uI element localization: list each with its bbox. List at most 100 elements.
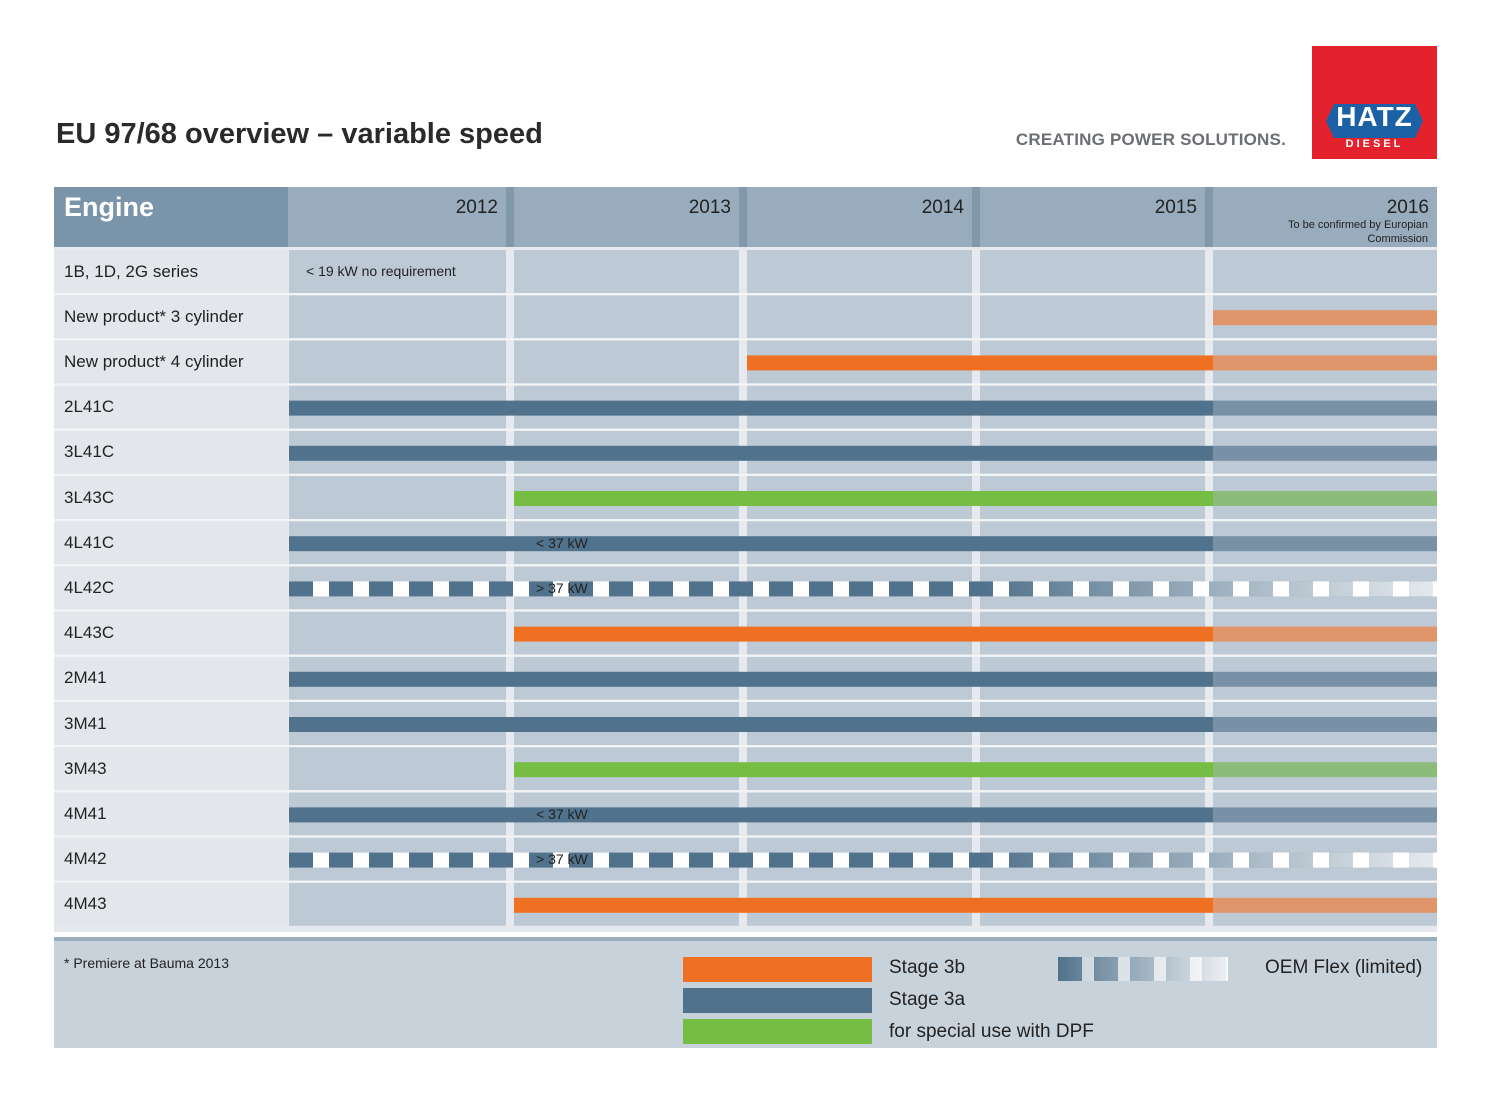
bar-new-product-3-cylinder-0-projected bbox=[1213, 310, 1437, 326]
oem-segment bbox=[729, 852, 753, 868]
oem-gap bbox=[353, 581, 369, 597]
bar-2l41c-0-projected bbox=[1213, 400, 1437, 416]
year-2016-note: To be confirmed by Europian Commission bbox=[1287, 219, 1428, 245]
row-label-cell bbox=[54, 250, 288, 293]
bar-label-6: < 37 kW bbox=[536, 534, 588, 551]
hatz-logo: HATZ DIESEL bbox=[1312, 46, 1437, 159]
oem-segment bbox=[489, 852, 513, 868]
oem-gap bbox=[673, 852, 689, 868]
oem-fade bbox=[980, 581, 1437, 597]
logo-text: HATZ bbox=[1336, 101, 1413, 132]
oem-gap bbox=[393, 852, 409, 868]
bar-3l41c-0-projected bbox=[1213, 445, 1437, 461]
oem-gap bbox=[593, 581, 609, 597]
bar-3m41-0 bbox=[289, 717, 1213, 732]
bar-4m42-0 bbox=[289, 852, 1437, 868]
row-label-cell bbox=[54, 747, 288, 791]
tagline: CREATING POWER SOLUTIONS. bbox=[1015, 130, 1286, 149]
oem-segment bbox=[569, 852, 593, 868]
row-divider bbox=[54, 654, 1437, 657]
engine-label-8: 4L43C bbox=[64, 623, 115, 643]
engine-label-4: 3L41C bbox=[64, 442, 115, 462]
oem-gap bbox=[313, 581, 329, 597]
oem-fade bbox=[980, 852, 1437, 868]
oem-gap bbox=[713, 852, 729, 868]
year-separator bbox=[739, 187, 747, 247]
row-divider bbox=[54, 835, 1437, 838]
oem-segment bbox=[449, 852, 473, 868]
row-divider bbox=[54, 699, 1437, 702]
engine-label-1: New product* 3 cylinder bbox=[64, 306, 244, 326]
oem-segment bbox=[849, 581, 873, 597]
row-label-cell bbox=[54, 611, 288, 655]
oem-gap bbox=[833, 581, 849, 597]
row-divider bbox=[54, 293, 1437, 296]
oem-segment bbox=[889, 852, 913, 868]
timeline-cell bbox=[289, 340, 506, 384]
oem-gap bbox=[473, 581, 489, 597]
oem-segment bbox=[449, 581, 473, 597]
oem-segment bbox=[649, 852, 673, 868]
bar-4l43c-0 bbox=[514, 626, 1213, 642]
row-label-cell bbox=[54, 837, 288, 881]
oem-gap bbox=[753, 852, 769, 868]
timeline-cell bbox=[514, 340, 739, 384]
bar-4l41c-0 bbox=[289, 536, 514, 552]
engine-label-12: 4M41 bbox=[64, 803, 107, 823]
row-divider bbox=[54, 880, 1437, 883]
year-header-2013: 2013 bbox=[688, 197, 731, 218]
row-divider bbox=[54, 473, 1437, 476]
bar-2l41c-0 bbox=[289, 400, 1213, 416]
bar-3l41c-0 bbox=[289, 445, 1213, 461]
engine-label-2: New product* 4 cylinder bbox=[64, 351, 244, 371]
oem-gap bbox=[953, 581, 969, 597]
engine-label-5: 3L43C bbox=[64, 487, 115, 507]
bar-4l43c-0-projected bbox=[1213, 626, 1437, 642]
row-label-cell bbox=[54, 476, 288, 519]
bar-label-7: > 37 kW bbox=[536, 579, 588, 596]
timeline-cell bbox=[289, 611, 506, 655]
bar-4l41c-1-projected bbox=[1213, 536, 1437, 552]
timeline-cell bbox=[289, 250, 506, 293]
oem-segment bbox=[529, 852, 553, 868]
logo-badge-icon bbox=[1326, 104, 1423, 138]
legend-label-3a: Stage 3a bbox=[889, 989, 966, 1010]
timeline-cell bbox=[747, 295, 972, 339]
row-label-cell bbox=[54, 702, 288, 745]
timeline-cell bbox=[289, 476, 506, 519]
bar-new-product-4-cylinder-0 bbox=[747, 355, 1213, 371]
year-header-2014: 2014 bbox=[921, 197, 964, 218]
legend-label-oem: OEM Flex (limited) bbox=[1265, 957, 1423, 978]
row-divider bbox=[54, 338, 1437, 341]
oem-segment bbox=[769, 581, 793, 597]
oem-gap bbox=[873, 581, 889, 597]
engine-label-14: 4M43 bbox=[64, 894, 107, 914]
oem-gap bbox=[633, 852, 649, 868]
timeline-cell bbox=[747, 250, 972, 293]
oem-segment bbox=[689, 581, 713, 597]
oem-gap bbox=[393, 581, 409, 597]
bar-label-12: < 37 kW bbox=[536, 805, 588, 822]
oem-segment bbox=[329, 581, 353, 597]
legend-divider bbox=[54, 937, 1437, 941]
oem-segment bbox=[369, 852, 393, 868]
legend-label-dpf: for special use with DPF bbox=[889, 1021, 1094, 1042]
oem-segment bbox=[329, 852, 353, 868]
row-divider bbox=[54, 428, 1437, 431]
timeline-cell bbox=[514, 250, 739, 293]
oem-gap bbox=[433, 852, 449, 868]
engine-column-header: Engine bbox=[64, 192, 155, 222]
timeline-cell bbox=[1213, 250, 1437, 293]
year-header-2012: 2012 bbox=[455, 197, 498, 218]
oem-segment bbox=[809, 581, 833, 597]
year-header-2015: 2015 bbox=[1154, 197, 1197, 218]
oem-fade bbox=[1058, 957, 1228, 981]
row-divider bbox=[54, 519, 1437, 522]
row-divider bbox=[54, 383, 1437, 386]
engine-label-13: 4M42 bbox=[64, 849, 107, 869]
oem-segment bbox=[369, 581, 393, 597]
bar-4m41-1-projected bbox=[1213, 807, 1437, 823]
bar-3m43-0 bbox=[514, 762, 1213, 778]
bar-3l43c-0-projected bbox=[1213, 491, 1437, 506]
